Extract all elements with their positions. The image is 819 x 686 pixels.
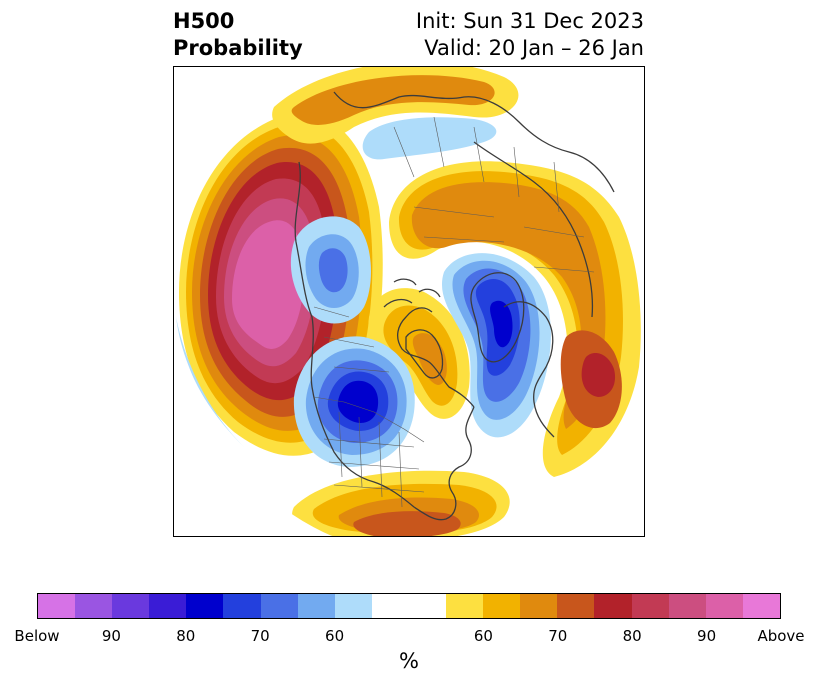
colorbar	[37, 593, 781, 619]
colorbar-unit-label: %	[399, 649, 419, 673]
eurasia-coast	[333, 91, 615, 318]
colorbar-tick-label: 70	[548, 627, 568, 645]
borders	[313, 116, 595, 508]
colorbar-segment	[334, 594, 372, 618]
colorbar-segment	[260, 594, 298, 618]
colorbar-tick-label: Below	[14, 627, 60, 645]
colorbar-segment	[483, 594, 521, 618]
colorbar-tick-label: 90	[101, 627, 121, 645]
probability-contours	[176, 67, 641, 536]
hudson-bay-coast	[405, 329, 444, 379]
north-america-coast	[294, 161, 475, 521]
greenland-coast	[470, 272, 525, 363]
colorbar-segment	[594, 594, 632, 618]
title-left: H500 Probability	[173, 8, 303, 62]
colorbar-tick-label: 60	[473, 627, 493, 645]
eurasia-above-band-3	[411, 182, 606, 429]
colorbar-tick-label: 80	[622, 627, 642, 645]
pacific-above-band-8	[232, 220, 304, 349]
arctic-islands	[383, 278, 441, 308]
colorbar-segment	[557, 594, 595, 618]
colorbar-segment	[408, 594, 447, 618]
colorbar-segment	[668, 594, 706, 618]
colorbar-segment	[223, 594, 261, 618]
title-init: Init: Sun 31 Dec 2023	[415, 9, 644, 33]
colorbar-tick-labels: Below 90 80 70 60 60 70 80 90 Above	[14, 627, 804, 645]
colorbar-segment	[705, 594, 743, 618]
canada-provinces	[313, 306, 390, 373]
colorbar-segment	[742, 594, 780, 618]
title-variable: H500	[173, 9, 235, 33]
coastlines	[294, 91, 615, 521]
state-borders	[323, 411, 425, 508]
colorbar-segment	[149, 594, 187, 618]
colorbar-tick-label: 90	[697, 627, 717, 645]
wcanada-below-band-3	[318, 248, 348, 293]
atlantic-below-band-5	[490, 300, 513, 348]
eurasia-above-band-5	[581, 353, 616, 397]
europe-coast	[503, 301, 555, 438]
title-product: Probability	[173, 36, 303, 60]
colorbar-segment	[38, 594, 76, 618]
colorbar-segment	[631, 594, 669, 618]
colorbar-segment	[112, 594, 150, 618]
colorbar-segment	[297, 594, 335, 618]
title-right: Init: Sun 31 Dec 2023 Valid: 20 Jan – 26…	[416, 8, 644, 62]
probability-map	[176, 67, 641, 536]
colorbar-tick-label: 80	[176, 627, 196, 645]
colorbar-tick-label: Above	[757, 627, 805, 645]
colorbar-tick-label: 60	[325, 627, 345, 645]
country-borders-eurasia	[393, 116, 595, 273]
arctic-below-band-1	[362, 117, 497, 160]
colorbar-segment	[371, 594, 409, 618]
colorbar-segment	[186, 594, 224, 618]
us-canada-border	[313, 396, 425, 443]
colorbar-segment	[75, 594, 113, 618]
title-valid: Valid: 20 Jan – 26 Jan	[424, 36, 644, 60]
central-below-band-5	[337, 380, 379, 423]
map-panel	[173, 66, 645, 537]
colorbar-segment	[520, 594, 558, 618]
colorbar-segment	[446, 594, 484, 618]
colorbar-tick-label: 70	[250, 627, 270, 645]
